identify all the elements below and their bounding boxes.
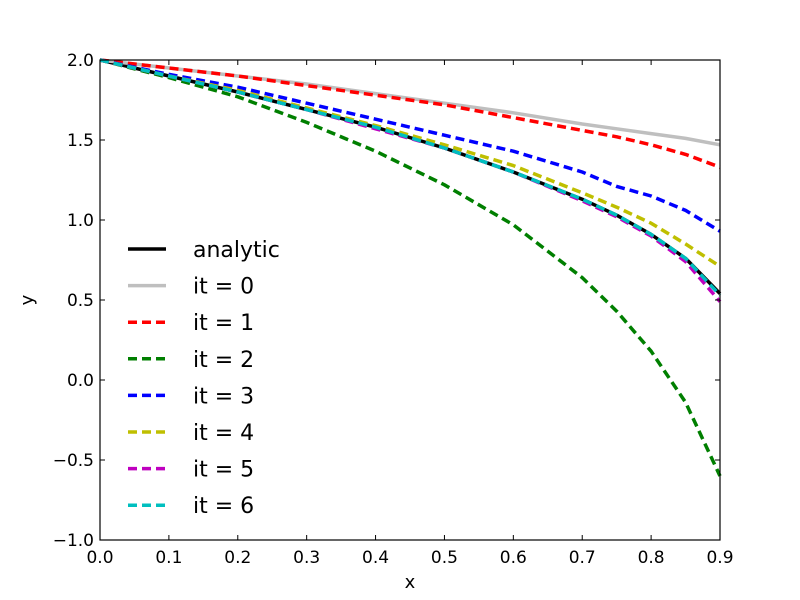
x-tick-label: 0.9 bbox=[706, 548, 733, 568]
x-tick-label: 0.4 bbox=[362, 548, 389, 568]
x-tick-label: 0.5 bbox=[431, 548, 458, 568]
legend-label: it = 2 bbox=[193, 348, 254, 373]
y-axis-label: y bbox=[17, 294, 38, 305]
y-tick-label: 1.5 bbox=[67, 131, 94, 151]
series-line-it-3 bbox=[99, 58, 721, 233]
legend-label: it = 6 bbox=[193, 494, 254, 519]
legend-label: it = 4 bbox=[193, 421, 254, 446]
series-line-it-6 bbox=[99, 58, 722, 297]
x-tick-label: 0.7 bbox=[569, 548, 596, 568]
series-line-it-1 bbox=[99, 58, 721, 169]
y-tick-label: 0.0 bbox=[67, 371, 94, 391]
legend-label: analytic bbox=[193, 238, 280, 263]
x-tick-label: 0.8 bbox=[638, 548, 665, 568]
legend-label: it = 0 bbox=[193, 275, 254, 300]
y-tick-label: −0.5 bbox=[53, 451, 94, 471]
y-tick-label: 2.0 bbox=[67, 51, 94, 71]
series-layer bbox=[99, 58, 722, 477]
series-line-it-2 bbox=[99, 58, 722, 477]
y-tick-label: −1.0 bbox=[53, 531, 94, 551]
y-tick-label: 1.0 bbox=[67, 211, 94, 231]
x-tick-label: 0.3 bbox=[293, 548, 320, 568]
x-tick-label: 0.1 bbox=[155, 548, 182, 568]
x-tick-label: 0.6 bbox=[500, 548, 527, 568]
legend-label: it = 1 bbox=[193, 311, 254, 336]
plot-area bbox=[100, 60, 720, 540]
x-tick-label: 0.2 bbox=[224, 548, 251, 568]
axis-ticks: 0.0 0.1 0.2 0.3 0.4 0.5 0.6 0.7 0.8 0.9 −1.0 −0.5 0.… bbox=[53, 51, 734, 568]
x-axis-label: x bbox=[405, 572, 416, 593]
legend-label: it = 5 bbox=[193, 458, 254, 483]
y-tick-label: 0.5 bbox=[67, 291, 94, 311]
legend: analytic it = 0 it = 1 it = 2 it = 3 it = 4 it… bbox=[128, 238, 280, 519]
legend-label: it = 3 bbox=[193, 384, 254, 409]
x-tick-label: 0.0 bbox=[86, 548, 113, 568]
